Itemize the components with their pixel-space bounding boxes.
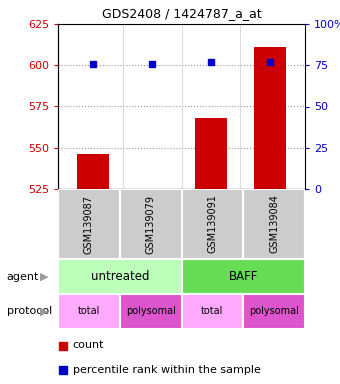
Bar <box>58 294 120 329</box>
Text: GSM139091: GSM139091 <box>207 195 217 253</box>
Bar <box>120 294 182 329</box>
Text: GSM139079: GSM139079 <box>146 195 156 253</box>
Text: total: total <box>201 306 224 316</box>
Bar <box>77 154 109 194</box>
Text: ▶: ▶ <box>40 271 49 281</box>
Text: count: count <box>73 341 104 351</box>
Bar <box>120 189 182 259</box>
Bar <box>182 189 243 259</box>
Text: total: total <box>78 306 100 316</box>
Text: protocol: protocol <box>7 306 52 316</box>
Bar <box>254 47 286 194</box>
Text: percentile rank within the sample: percentile rank within the sample <box>73 365 261 375</box>
Bar <box>182 294 243 329</box>
Text: polysomal: polysomal <box>126 306 175 316</box>
Bar <box>182 259 305 294</box>
Text: GSM139084: GSM139084 <box>269 195 279 253</box>
Bar <box>136 190 168 194</box>
Bar <box>58 259 182 294</box>
Bar <box>58 189 120 259</box>
Text: BAFF: BAFF <box>228 270 258 283</box>
Title: GDS2408 / 1424787_a_at: GDS2408 / 1424787_a_at <box>102 7 261 20</box>
Text: untreated: untreated <box>90 270 149 283</box>
Text: agent: agent <box>7 271 39 281</box>
Bar <box>243 189 305 259</box>
Bar <box>243 294 305 329</box>
Bar <box>195 118 227 194</box>
Text: ▶: ▶ <box>40 306 49 316</box>
Text: polysomal: polysomal <box>249 306 299 316</box>
Text: GSM139087: GSM139087 <box>84 195 94 253</box>
